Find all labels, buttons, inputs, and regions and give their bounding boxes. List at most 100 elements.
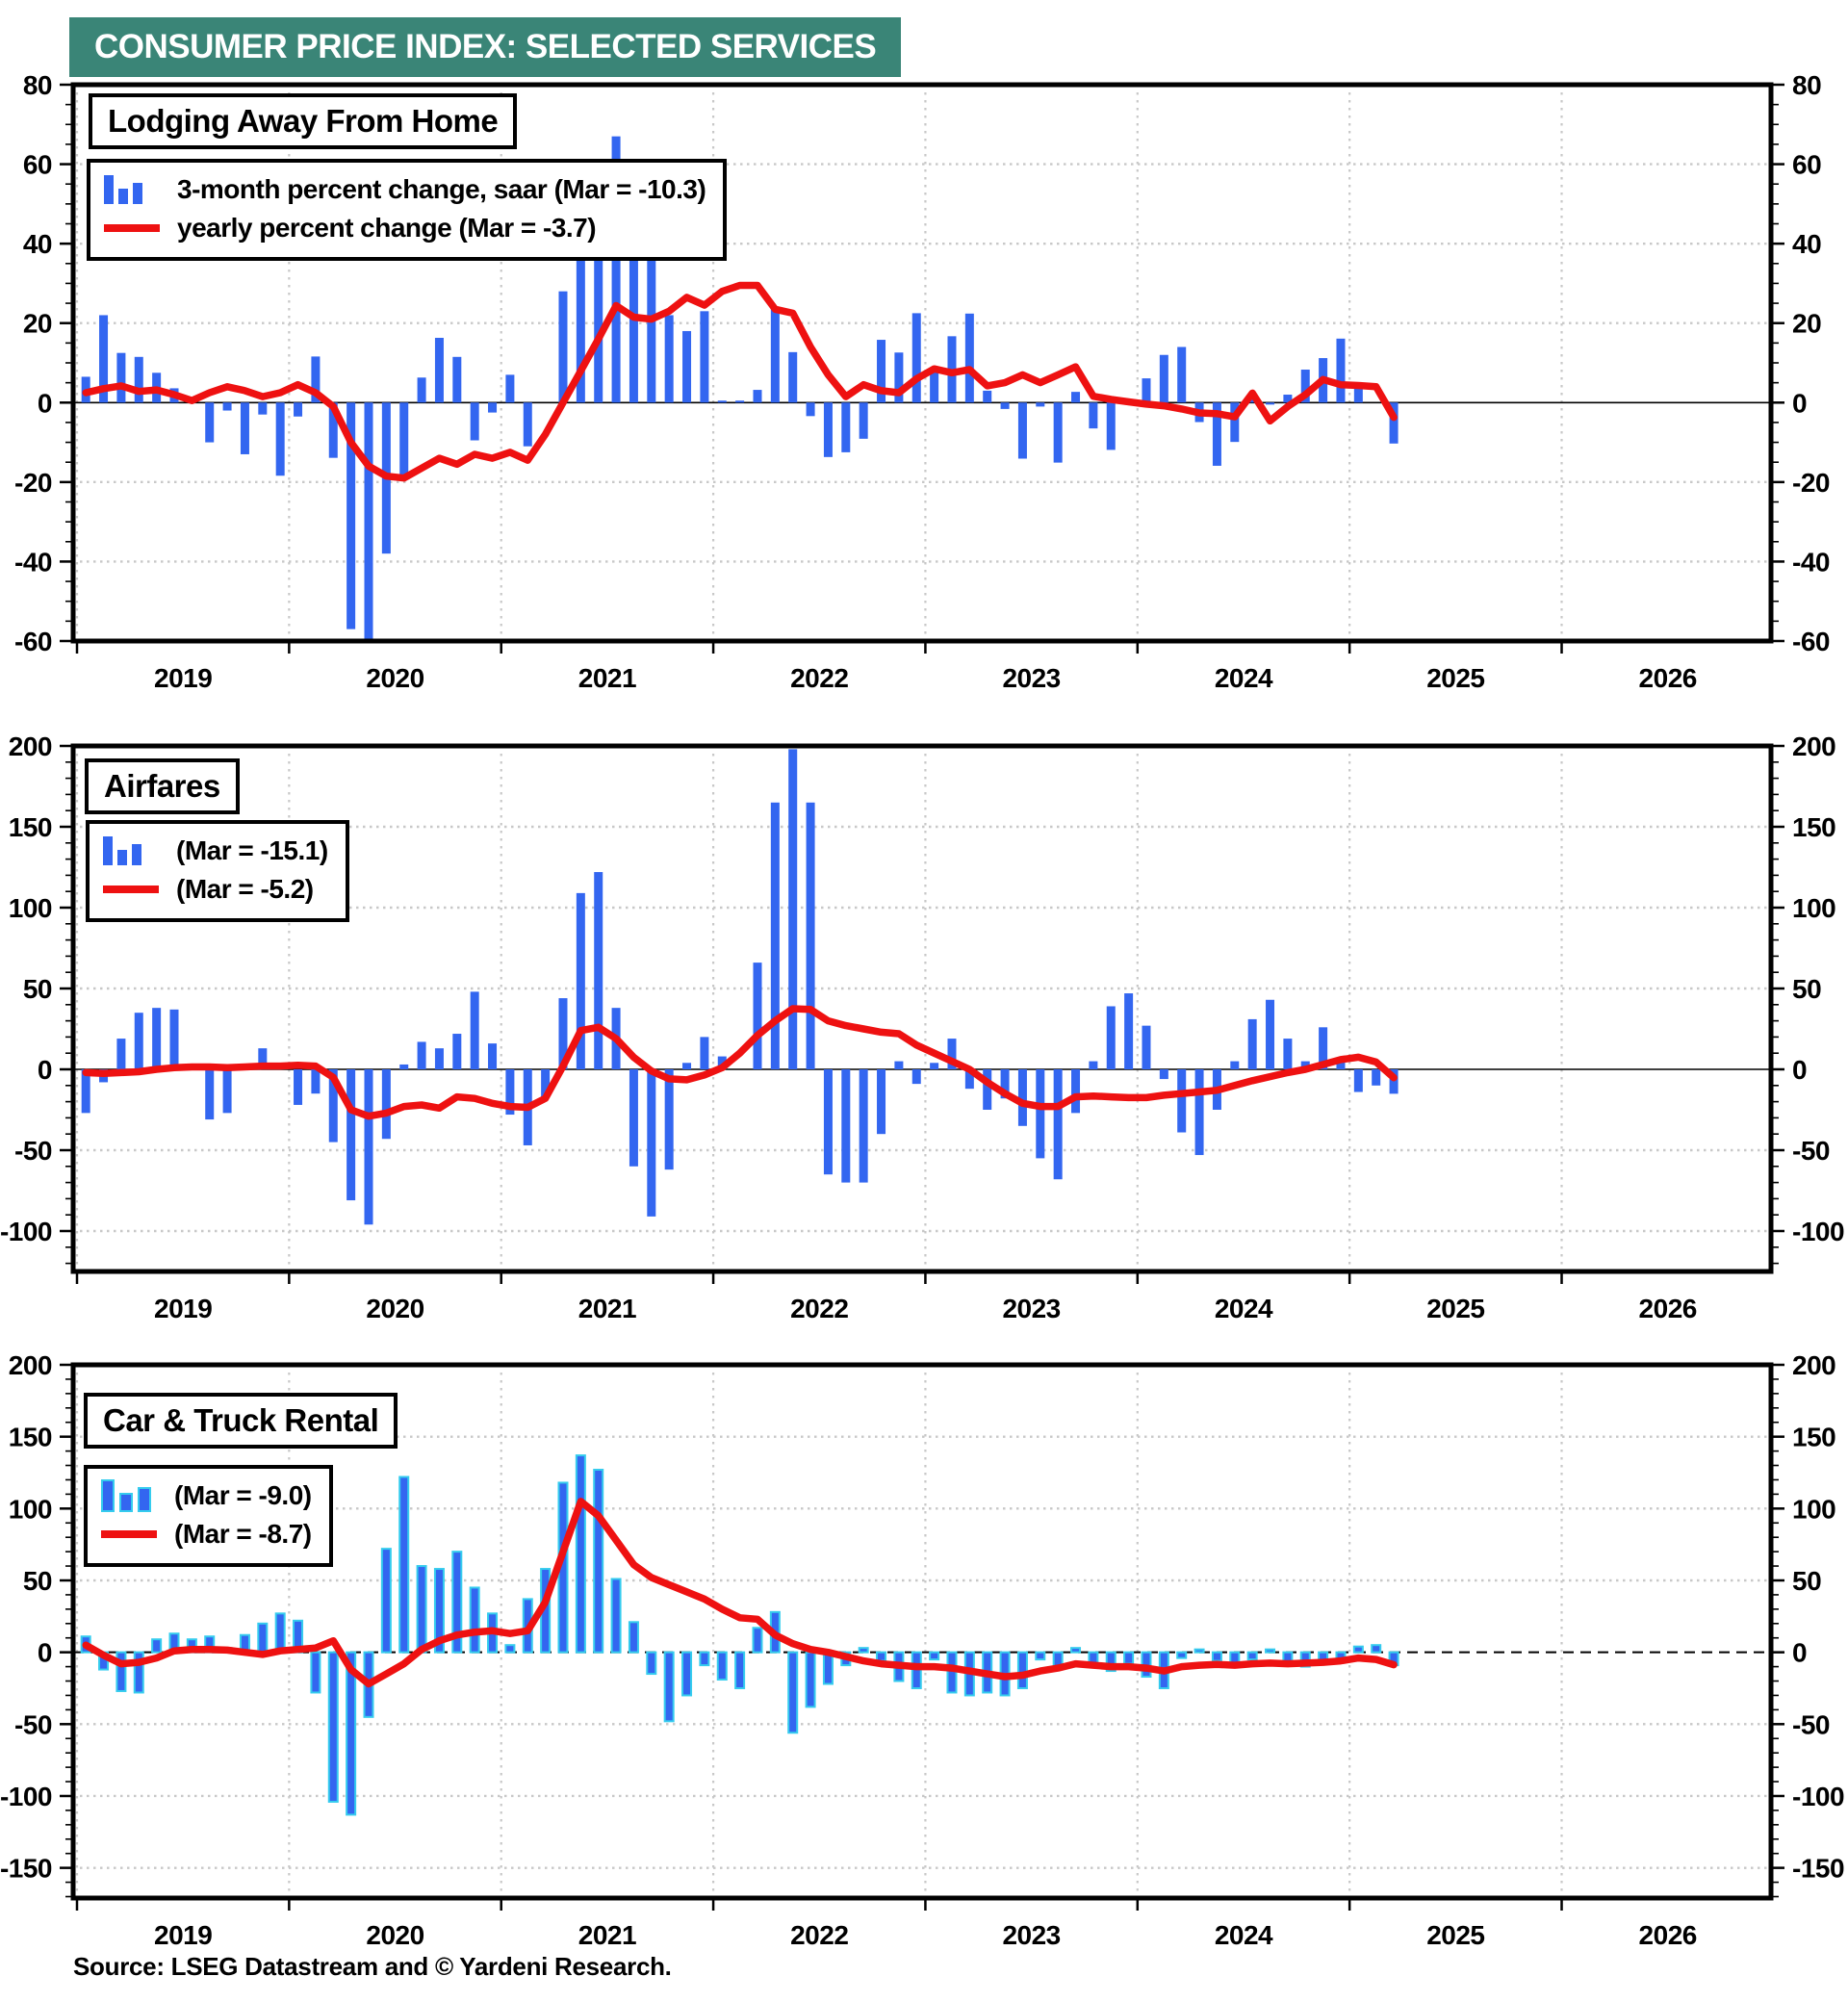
x-year-label: 2024 — [1215, 663, 1273, 693]
x-year-label: 2021 — [578, 1920, 636, 1950]
bar — [930, 372, 939, 403]
bar — [81, 1069, 90, 1114]
bar — [1159, 1069, 1168, 1080]
y-tick-label-left: 0 — [38, 388, 52, 418]
legend-bar-label: (Mar = -9.0) — [174, 1480, 312, 1510]
legend-bar-label: (Mar = -15.1) — [176, 835, 328, 865]
bar — [416, 1565, 427, 1654]
bar — [452, 1034, 462, 1069]
bar — [116, 1651, 127, 1692]
y-tick-label-right: -50 — [1792, 1709, 1830, 1739]
bar — [505, 374, 515, 403]
bar — [1371, 1644, 1382, 1654]
bar — [770, 802, 780, 1069]
y-tick-label-left: 80 — [23, 70, 52, 100]
x-year-label: 2025 — [1426, 1920, 1484, 1950]
bar — [1106, 402, 1116, 450]
y-tick-label-right: 80 — [1792, 70, 1821, 100]
x-year-label: 2020 — [366, 663, 424, 693]
bar — [116, 352, 126, 403]
bar — [964, 313, 974, 403]
bar — [806, 802, 815, 1069]
x-year-label: 2026 — [1639, 1294, 1697, 1323]
legend-line-label: yearly percent change (Mar = -3.7) — [177, 213, 597, 243]
source-attribution: Source: LSEG Datastream and © Yardeni Re… — [73, 1952, 672, 1981]
bar — [504, 1644, 516, 1654]
bar — [1142, 378, 1151, 403]
panel-border — [70, 82, 1774, 644]
bar — [647, 1069, 656, 1217]
bar — [1266, 402, 1275, 405]
bar — [664, 1069, 674, 1170]
bar — [1017, 1069, 1027, 1126]
x-year-label: 2024 — [1215, 1294, 1273, 1323]
bar — [841, 1069, 851, 1183]
bar — [1036, 402, 1045, 407]
bar — [877, 340, 886, 403]
bar — [116, 1039, 126, 1069]
bar — [205, 402, 215, 443]
bar — [134, 1013, 143, 1069]
x-year-label: 2021 — [578, 663, 636, 693]
bar — [894, 1061, 904, 1069]
y-tick-label-left: 100 — [9, 893, 52, 923]
bar — [541, 1069, 551, 1097]
panel-2: -100 -100 -50 -50 0 0 50 50 100 100 150 150 200 200 20… — [0, 732, 1845, 1323]
bar — [311, 1069, 321, 1094]
legend-line-label: (Mar = -5.2) — [176, 874, 314, 904]
bar — [788, 749, 798, 1069]
bar — [911, 313, 921, 403]
bar — [806, 402, 815, 417]
bar — [593, 1469, 604, 1654]
y-tick-label-right: 200 — [1792, 1350, 1835, 1380]
bar — [1035, 1651, 1046, 1661]
bar — [417, 377, 426, 403]
y-tick-label-left: -60 — [14, 627, 52, 656]
bar — [647, 244, 656, 403]
bar — [576, 892, 585, 1069]
bar — [294, 1069, 303, 1105]
bar — [663, 1651, 675, 1723]
bar — [1266, 999, 1275, 1069]
bar — [346, 402, 356, 629]
y-tick-label-left: 150 — [9, 1423, 52, 1452]
bar — [858, 1647, 869, 1654]
y-tick-label-left: 60 — [23, 150, 52, 180]
bar — [1389, 1069, 1399, 1094]
bar — [700, 1037, 709, 1069]
bar — [1230, 1061, 1240, 1069]
bar — [1176, 1651, 1188, 1659]
bar — [594, 240, 603, 403]
bar — [451, 1551, 463, 1654]
bar — [700, 311, 709, 403]
bar — [1177, 346, 1187, 403]
bar — [258, 402, 268, 415]
x-year-label: 2019 — [154, 1294, 212, 1323]
bar — [328, 1069, 338, 1142]
bar — [1247, 1018, 1257, 1069]
bar — [294, 402, 303, 417]
bar — [433, 1568, 445, 1654]
bar — [488, 1043, 498, 1069]
y-tick-label-right: 0 — [1792, 1638, 1807, 1668]
bar — [610, 1578, 622, 1654]
bar — [753, 390, 762, 403]
bar — [877, 1069, 886, 1135]
x-year-label: 2022 — [790, 1920, 848, 1950]
bar — [1246, 1651, 1258, 1661]
bar — [788, 351, 798, 403]
bar — [399, 1064, 409, 1069]
bar — [1300, 370, 1310, 403]
bar — [930, 1063, 939, 1069]
bar — [611, 136, 621, 403]
bar — [488, 402, 498, 413]
panel-border — [70, 743, 1774, 1274]
bar — [240, 402, 249, 454]
bar — [770, 308, 780, 403]
bar — [1123, 1651, 1135, 1665]
y-tick-label-right: -50 — [1792, 1136, 1830, 1166]
bar — [152, 1008, 162, 1069]
bar — [469, 1586, 480, 1654]
bar — [1353, 384, 1363, 403]
bar — [1017, 402, 1027, 459]
